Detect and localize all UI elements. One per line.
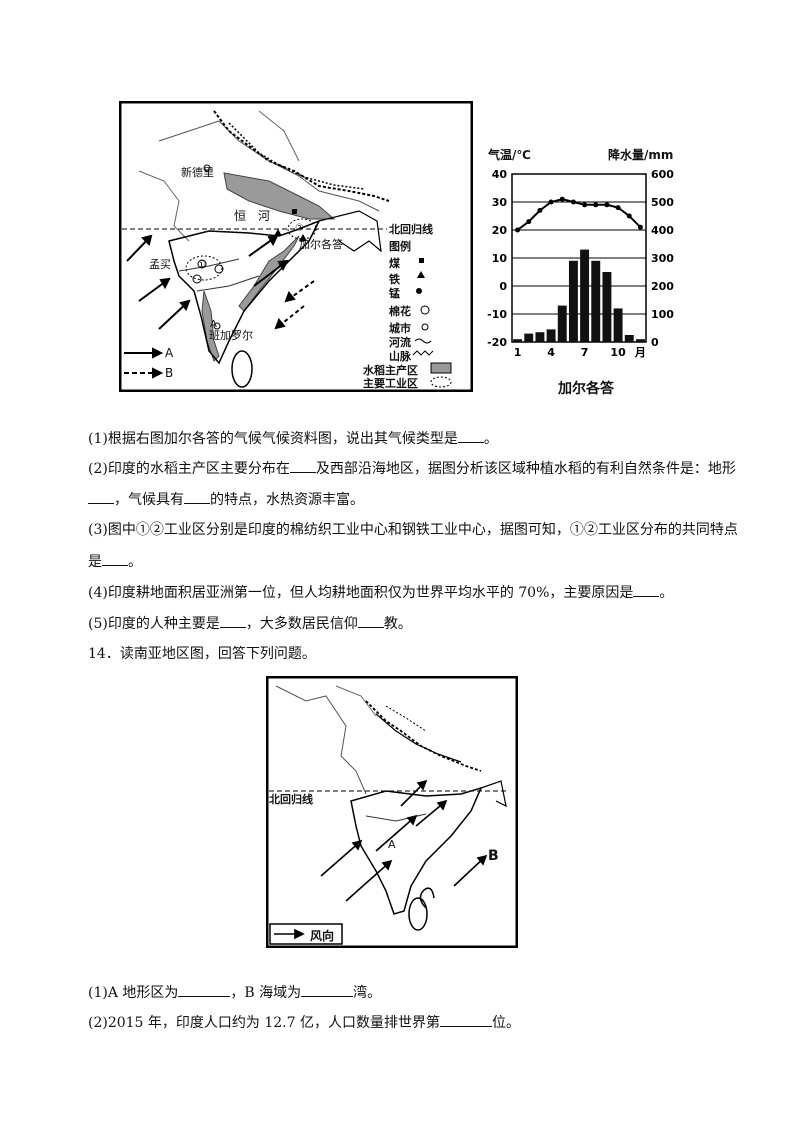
precip-bar [557,305,567,342]
x-axis-unit-label: 月 [634,346,646,359]
y-right-tick-label: 100 [651,308,674,321]
river-label-ganges: 恒 河 [234,209,271,223]
y-left-tick-label: 10 [492,252,508,265]
map2-tropic-label: 北回归线 [269,793,313,806]
legend-title: 图例 [389,240,411,253]
precip-bar [613,308,623,342]
south-asia-map-drawing [265,675,519,949]
city-label-bangalore: 班加罗尔 [209,329,253,342]
temperature-point [570,199,576,205]
y-left-tick-label: -20 [487,336,507,349]
y-left-tick-label: -10 [487,308,507,321]
answer-blank[interactable] [178,982,231,997]
temperature-point [515,227,521,233]
precip-bar [602,272,612,342]
india-map-1-drawing [118,100,474,393]
x-tick-label: 7 [581,346,589,359]
legend-industrial-area: 主要工业区 [363,377,418,390]
temperature-point [593,202,599,208]
label-a-small: A [210,319,217,330]
y-left-tick-label: 0 [499,280,507,293]
temperature-point [537,207,543,213]
tropic-label: 北回归线 [389,223,433,236]
chart-title: 加尔各答 [558,381,614,397]
answer-blank[interactable] [457,428,484,443]
answer-blank[interactable] [102,551,128,566]
arrow-b-label: B [165,366,174,380]
marker-2: ② [295,223,304,234]
y-right-tick-label: 300 [651,252,674,265]
precip-bar [591,260,601,342]
answer-blank[interactable] [184,489,210,504]
precip-bar [524,333,534,342]
y-left-tick-label: 40 [492,168,508,181]
legend-river: 河流 [389,336,411,349]
answer-blank[interactable] [88,489,114,504]
legend-rice-area: 水稻主产区 [363,364,418,377]
temperature-point [548,199,554,205]
question-13-1: (1)根据右图加尔各答的气候气候资料图，说出其气候类型是。 [88,428,498,449]
precip-bar [513,339,523,342]
precip-bar [624,335,634,342]
precip-bar [568,260,578,342]
south-asia-map: 北回归线 A B 风向 [265,675,519,949]
temperature-point [626,213,632,219]
y-left-tick-label: 30 [492,196,508,209]
arrow-a-label: A [165,346,174,360]
precip-bar [535,332,545,342]
y-right-tick-label: 0 [651,336,659,349]
y-right-tick-label: 400 [651,224,674,237]
legend-manganese: 锰 [389,287,400,300]
marker-1: ① [197,260,206,271]
precip-bar [635,339,645,342]
legend-iron: 铁 [389,273,400,286]
question-13-2-cont: ，气候具有 的特点，水热资源丰富。 [88,489,364,510]
y-left-label: 气温/℃ [488,148,531,162]
map2-legend-wind: 风向 [310,929,335,943]
x-tick-label: 10 [610,346,626,359]
temperature-point [604,202,610,208]
legend-city: 城市 [389,322,411,335]
y-right-tick-label: 500 [651,196,674,209]
city-label-kolkata: 加尔各答 [299,238,343,251]
x-tick-label: 1 [514,346,522,359]
question-13-3: (3)图中①②工业区分别是印度的棉纺织工业中心和钢铁工业中心，据图可知，①②工业… [88,522,738,538]
legend-coal: 煤 [389,257,400,270]
y-right-tick-label: 200 [651,280,674,293]
city-label-delhi: 新德里 [181,166,214,179]
x-tick-label: 4 [547,346,555,359]
answer-blank[interactable] [439,1012,492,1027]
legend-cotton: 棉花 [389,305,411,318]
y-right-label: 降水量/mm [608,148,674,162]
question-14-heading: 14．读南亚地区图，回答下列问题。 [88,646,316,662]
map2-label-a: A [388,838,396,851]
question-13-5: (5)印度的人种主要是 ，大多数居民信仰 教。 [88,613,412,634]
temperature-point [615,205,621,211]
question-14-2: (2)2015 年，印度人口约为 12.7 亿，人口数量排世界第 位。 [88,1012,520,1033]
india-map-1: 新德里 恒 河 加尔各答 孟买 班加罗尔 ① ② A 北回归线 图例 煤 铁 锰… [118,100,474,393]
temperature-point [559,196,565,202]
climate-chart: 气温/℃ 降水量/mm 40 30 20 10 0 -10 -20 600 500 400 300 2… [484,146,694,400]
answer-blank[interactable] [357,613,384,628]
precip-bar [546,329,556,342]
question-13-3-cont: 是。 [88,551,142,572]
temperature-point [637,224,643,230]
precip-bar [580,249,590,342]
city-label-mumbai: 孟买 [149,258,171,271]
question-13-4: (4)印度耕地面积居亚洲第一位，但人均耕地面积仅为世界平均水平的 70%，主要原… [88,582,673,603]
y-left-tick-label: 20 [492,224,508,237]
temperature-point [582,202,588,208]
answer-blank[interactable] [289,458,316,473]
answer-blank[interactable] [633,582,660,597]
answer-blank[interactable] [219,613,246,628]
legend-mountain: 山脉 [389,350,411,363]
map2-label-b: B [488,848,499,864]
question-13-2: (2)印度的水稻主产区主要分布在 及西部沿海地区，据图分析该区域种植水稻的有利自然… [88,458,736,479]
answer-blank[interactable] [301,982,354,997]
question-14-1: (1)A 地形区为 ，B 海域为 湾。 [88,982,381,1003]
y-right-tick-label: 600 [651,168,674,181]
temperature-point [526,219,532,225]
